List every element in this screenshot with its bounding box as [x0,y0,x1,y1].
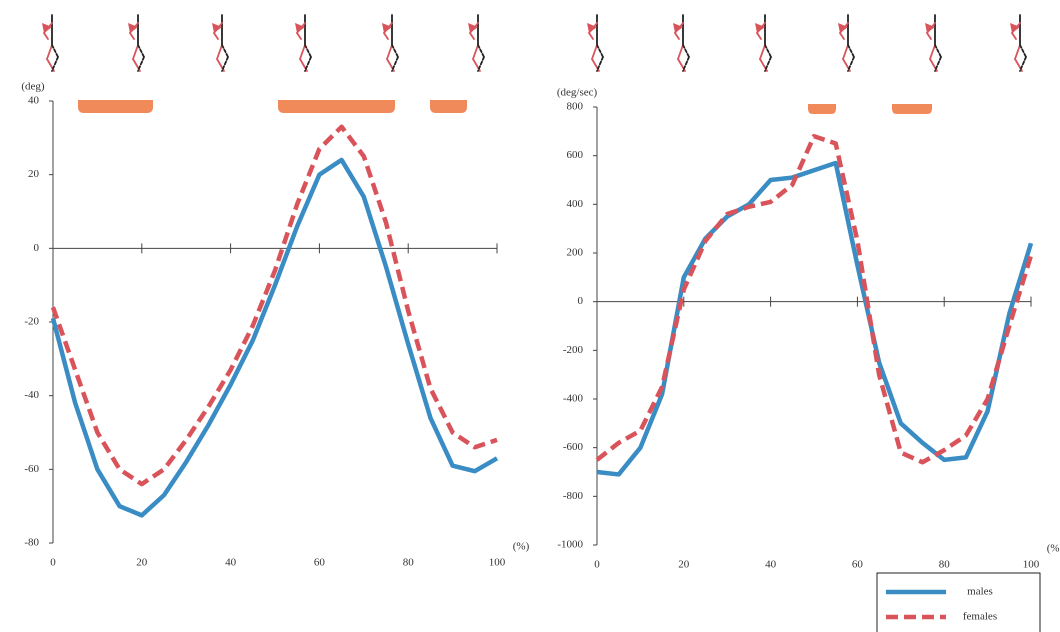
x-tick-label: 0 [594,559,600,571]
y-tick-label: -40 [24,389,39,401]
y-tick-label: -80 [24,537,39,549]
x-tick-label: 80 [939,559,951,571]
x-tick-label: 20 [678,559,690,571]
x-tick-label: 40 [225,557,237,569]
legend: males females [876,572,1041,632]
y-tick-label: 800 [567,101,584,113]
series-line [595,133,1034,465]
x-tick-label: 60 [852,559,864,571]
y-tick-label: -400 [563,393,584,405]
y-tick-label: 0 [34,242,40,254]
stick-figures [41,14,1027,72]
y-tick-label: -800 [563,490,584,502]
x-tick-label: 80 [403,557,415,569]
y-tick-label: 40 [28,95,40,107]
y-tick-label: -60 [24,463,39,475]
x-tick-label: 0 [50,557,56,569]
x-tick-label: 100 [1023,559,1040,571]
legend-label: females [963,611,997,623]
y-tick-label: 400 [567,198,584,210]
x-tick-label: 100 [489,557,506,569]
x-tick-label: 40 [765,559,777,571]
y-tick-label: 20 [28,168,40,180]
x-tick-label: 60 [314,557,326,569]
series-line [50,124,498,487]
x-unit: (%) [1047,543,1060,555]
y-unit: (deg) [21,81,45,93]
y-tick-label: -200 [563,344,584,356]
series-line [596,160,1034,477]
y-tick-label: -20 [24,316,39,328]
y-tick-label: 600 [567,149,584,161]
y-tick-label: -600 [563,441,584,453]
y-tick-label: 200 [567,247,584,259]
x-tick-label: 20 [136,557,148,569]
series-line [50,157,499,518]
phase-bars [78,100,932,114]
y-tick-label: -1000 [557,539,583,551]
legend-box [876,572,1041,632]
y-unit: (deg/sec) [557,87,598,99]
x-unit: (%) [513,541,530,553]
y-tick-label: 0 [578,295,584,307]
legend-label: males [967,586,993,598]
